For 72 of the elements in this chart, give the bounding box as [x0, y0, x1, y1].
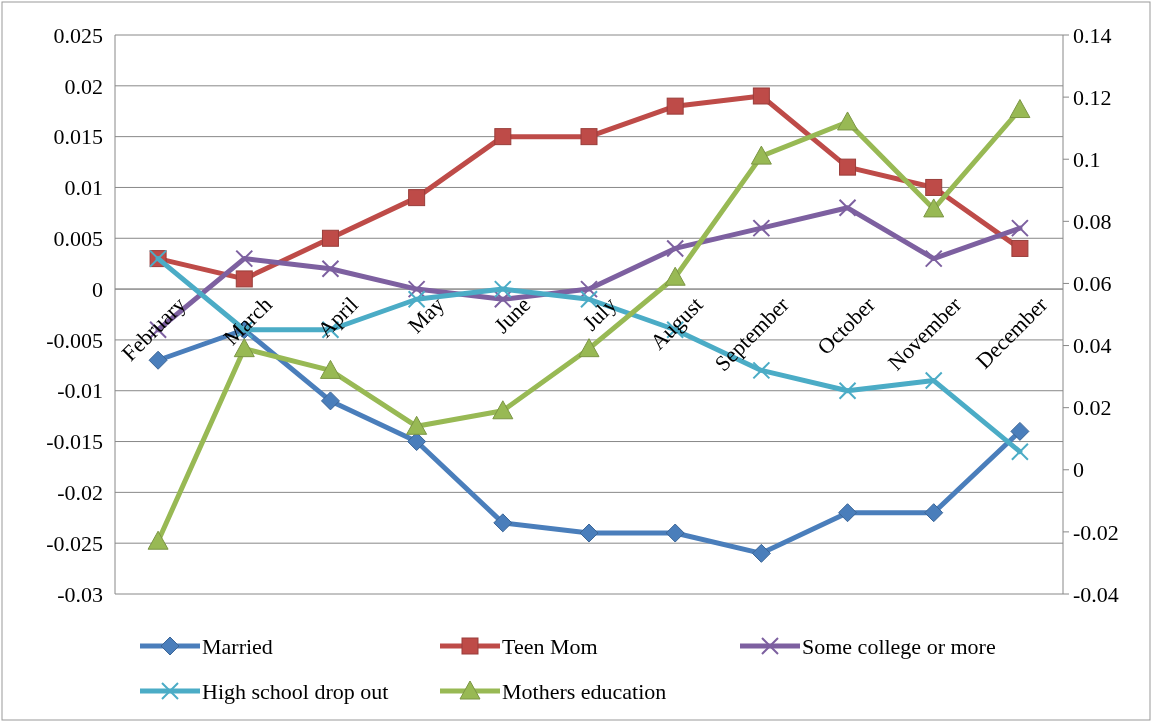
point: [664, 266, 686, 286]
point: [578, 338, 600, 358]
y-tick-label: -0.005: [46, 327, 103, 353]
y2-tick-label: -0.04: [1073, 581, 1119, 607]
point: [580, 128, 598, 146]
y-tick-label: 0.015: [53, 124, 103, 150]
point: [493, 280, 512, 299]
y2-tick-label: -0.02: [1073, 519, 1119, 545]
point: [579, 523, 599, 543]
point: [837, 111, 859, 131]
point: [321, 259, 340, 278]
point: [408, 189, 426, 207]
point: [1011, 239, 1029, 257]
point: [407, 280, 426, 299]
y2-tick-label: 0.04: [1073, 333, 1112, 359]
point: [406, 415, 428, 435]
y2-tick-label: 0.12: [1073, 84, 1112, 110]
point: [1010, 421, 1030, 441]
legend-label: High school drop out: [202, 678, 389, 704]
y2-tick-label: 0.1: [1073, 146, 1101, 172]
legend-label: Mothers education: [502, 678, 667, 704]
point: [235, 249, 254, 268]
point: [752, 87, 770, 105]
point: [838, 381, 857, 400]
y-tick-label: 0: [92, 276, 103, 302]
point: [751, 543, 771, 563]
point: [1010, 442, 1029, 461]
x-tick-label: June: [489, 291, 536, 339]
point: [924, 503, 944, 523]
point: [838, 503, 858, 523]
point: [752, 219, 771, 238]
point: [319, 359, 341, 379]
point: [924, 371, 943, 390]
point: [923, 198, 945, 218]
point: [839, 158, 857, 176]
x-tick-label: May: [402, 291, 450, 339]
point: [235, 270, 253, 288]
y-tick-label: -0.02: [57, 480, 103, 506]
y-tick-label: -0.025: [46, 530, 103, 556]
point: [580, 280, 598, 299]
legend-label: Married: [202, 633, 273, 659]
point: [320, 391, 340, 411]
y2-tick-label: 0.06: [1073, 271, 1112, 297]
legend-label: Some college or more: [802, 633, 996, 659]
y-tick-label: -0.03: [57, 581, 103, 607]
point: [750, 145, 772, 165]
point: [666, 239, 685, 258]
legend-label: Teen Mom: [502, 633, 598, 659]
y-tick-label: 0.02: [64, 73, 103, 99]
point: [407, 432, 427, 452]
y-tick-label: -0.015: [46, 429, 103, 455]
point: [321, 229, 339, 247]
point: [492, 400, 514, 420]
point: [838, 198, 857, 217]
point: [666, 97, 684, 115]
y2-tick-label: 0.14: [1073, 22, 1112, 48]
point: [1009, 99, 1031, 119]
y-tick-label: -0.01: [57, 378, 103, 404]
y2-tick-label: 0.08: [1073, 209, 1112, 235]
point: [924, 249, 943, 268]
point: [494, 128, 512, 146]
y2-tick-label: 0.02: [1073, 395, 1112, 421]
point: [925, 178, 943, 196]
x-tick-label: July: [577, 291, 622, 336]
y-tick-label: 0.025: [53, 22, 103, 48]
y-tick-label: 0.01: [64, 175, 103, 201]
point: [665, 523, 685, 543]
y2-tick-label: 0: [1073, 457, 1084, 483]
point: [493, 513, 513, 533]
point: [1010, 219, 1029, 238]
point: [147, 530, 169, 550]
y-tick-label: 0.005: [53, 225, 103, 251]
